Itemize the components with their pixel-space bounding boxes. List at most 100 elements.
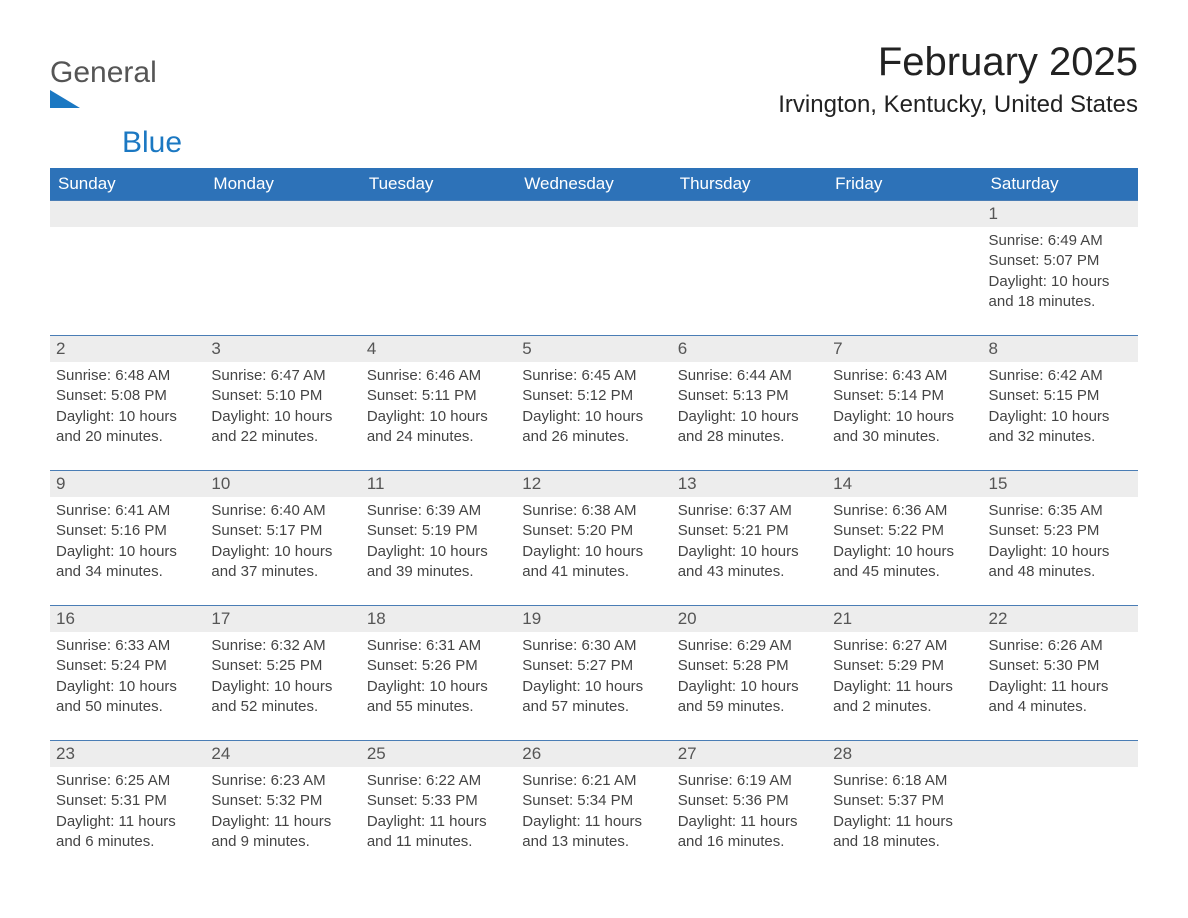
calendar-cell: 15Sunrise: 6:35 AMSunset: 5:23 PMDayligh… <box>983 471 1138 606</box>
day-body <box>672 227 827 237</box>
day-number: 1 <box>983 201 1138 227</box>
calendar-cell: 17Sunrise: 6:32 AMSunset: 5:25 PMDayligh… <box>205 606 360 741</box>
day-body: Sunrise: 6:27 AMSunset: 5:29 PMDaylight:… <box>827 632 982 723</box>
day-number: 19 <box>516 606 671 632</box>
day-number: 10 <box>205 471 360 497</box>
calendar-cell <box>827 201 982 336</box>
calendar-cell: 19Sunrise: 6:30 AMSunset: 5:27 PMDayligh… <box>516 606 671 741</box>
calendar-week-row: 23Sunrise: 6:25 AMSunset: 5:31 PMDayligh… <box>50 741 1138 876</box>
sunset-text: Sunset: 5:15 PM <box>989 386 1132 406</box>
day-body: Sunrise: 6:26 AMSunset: 5:30 PMDaylight:… <box>983 632 1138 723</box>
logo-flag-icon <box>50 90 80 108</box>
page: General Blue February 2025 Irvington, Ke… <box>0 0 1188 916</box>
sunrise-text: Sunrise: 6:40 AM <box>211 501 354 521</box>
sunset-text: Sunset: 5:12 PM <box>522 386 665 406</box>
daylight-text: Daylight: 10 hours and 48 minutes. <box>989 542 1132 583</box>
day-body: Sunrise: 6:22 AMSunset: 5:33 PMDaylight:… <box>361 767 516 858</box>
daylight-text: Daylight: 10 hours and 39 minutes. <box>367 542 510 583</box>
sunrise-text: Sunrise: 6:25 AM <box>56 771 199 791</box>
logo-text: General Blue <box>50 56 182 160</box>
calendar-cell <box>205 201 360 336</box>
daylight-text: Daylight: 10 hours and 28 minutes. <box>678 407 821 448</box>
calendar-cell <box>672 201 827 336</box>
calendar-cell: 12Sunrise: 6:38 AMSunset: 5:20 PMDayligh… <box>516 471 671 606</box>
sunrise-text: Sunrise: 6:47 AM <box>211 366 354 386</box>
day-body: Sunrise: 6:29 AMSunset: 5:28 PMDaylight:… <box>672 632 827 723</box>
day-number <box>50 201 205 227</box>
logo: General Blue <box>50 56 182 160</box>
location-subtitle: Irvington, Kentucky, United States <box>778 91 1138 119</box>
sunrise-text: Sunrise: 6:33 AM <box>56 636 199 656</box>
calendar-cell <box>50 201 205 336</box>
daylight-text: Daylight: 10 hours and 52 minutes. <box>211 677 354 718</box>
calendar-cell: 11Sunrise: 6:39 AMSunset: 5:19 PMDayligh… <box>361 471 516 606</box>
weekday-header: Wednesday <box>516 168 671 201</box>
day-body <box>516 227 671 237</box>
calendar-week-row: 1Sunrise: 6:49 AMSunset: 5:07 PMDaylight… <box>50 201 1138 336</box>
sunset-text: Sunset: 5:20 PM <box>522 521 665 541</box>
day-number: 13 <box>672 471 827 497</box>
calendar-cell <box>516 201 671 336</box>
sunset-text: Sunset: 5:23 PM <box>989 521 1132 541</box>
sunrise-text: Sunrise: 6:30 AM <box>522 636 665 656</box>
sunset-text: Sunset: 5:21 PM <box>678 521 821 541</box>
calendar-cell: 6Sunrise: 6:44 AMSunset: 5:13 PMDaylight… <box>672 336 827 471</box>
calendar-cell: 24Sunrise: 6:23 AMSunset: 5:32 PMDayligh… <box>205 741 360 876</box>
day-body: Sunrise: 6:19 AMSunset: 5:36 PMDaylight:… <box>672 767 827 858</box>
daylight-text: Daylight: 11 hours and 18 minutes. <box>833 812 976 853</box>
sunset-text: Sunset: 5:22 PM <box>833 521 976 541</box>
sunrise-text: Sunrise: 6:43 AM <box>833 366 976 386</box>
sunrise-text: Sunrise: 6:27 AM <box>833 636 976 656</box>
day-number: 6 <box>672 336 827 362</box>
day-body <box>205 227 360 237</box>
daylight-text: Daylight: 10 hours and 50 minutes. <box>56 677 199 718</box>
day-number <box>516 201 671 227</box>
day-number: 27 <box>672 741 827 767</box>
calendar-cell: 2Sunrise: 6:48 AMSunset: 5:08 PMDaylight… <box>50 336 205 471</box>
day-number <box>205 201 360 227</box>
day-body <box>827 227 982 237</box>
day-number: 23 <box>50 741 205 767</box>
calendar-cell: 13Sunrise: 6:37 AMSunset: 5:21 PMDayligh… <box>672 471 827 606</box>
sunset-text: Sunset: 5:30 PM <box>989 656 1132 676</box>
month-title: February 2025 <box>778 40 1138 85</box>
day-body: Sunrise: 6:42 AMSunset: 5:15 PMDaylight:… <box>983 362 1138 453</box>
calendar-cell: 7Sunrise: 6:43 AMSunset: 5:14 PMDaylight… <box>827 336 982 471</box>
day-number: 17 <box>205 606 360 632</box>
day-number: 11 <box>361 471 516 497</box>
day-body: Sunrise: 6:25 AMSunset: 5:31 PMDaylight:… <box>50 767 205 858</box>
day-body: Sunrise: 6:40 AMSunset: 5:17 PMDaylight:… <box>205 497 360 588</box>
day-body: Sunrise: 6:18 AMSunset: 5:37 PMDaylight:… <box>827 767 982 858</box>
day-body: Sunrise: 6:37 AMSunset: 5:21 PMDaylight:… <box>672 497 827 588</box>
day-body: Sunrise: 6:44 AMSunset: 5:13 PMDaylight:… <box>672 362 827 453</box>
sunrise-text: Sunrise: 6:45 AM <box>522 366 665 386</box>
day-body: Sunrise: 6:31 AMSunset: 5:26 PMDaylight:… <box>361 632 516 723</box>
day-body: Sunrise: 6:38 AMSunset: 5:20 PMDaylight:… <box>516 497 671 588</box>
daylight-text: Daylight: 11 hours and 6 minutes. <box>56 812 199 853</box>
daylight-text: Daylight: 10 hours and 59 minutes. <box>678 677 821 718</box>
calendar-cell: 28Sunrise: 6:18 AMSunset: 5:37 PMDayligh… <box>827 741 982 876</box>
weekday-header: Sunday <box>50 168 205 201</box>
logo-word-general: General <box>50 56 157 89</box>
daylight-text: Daylight: 10 hours and 34 minutes. <box>56 542 199 583</box>
sunrise-text: Sunrise: 6:41 AM <box>56 501 199 521</box>
daylight-text: Daylight: 10 hours and 37 minutes. <box>211 542 354 583</box>
sunrise-text: Sunrise: 6:22 AM <box>367 771 510 791</box>
calendar-cell: 20Sunrise: 6:29 AMSunset: 5:28 PMDayligh… <box>672 606 827 741</box>
calendar-cell: 14Sunrise: 6:36 AMSunset: 5:22 PMDayligh… <box>827 471 982 606</box>
day-body: Sunrise: 6:43 AMSunset: 5:14 PMDaylight:… <box>827 362 982 453</box>
daylight-text: Daylight: 11 hours and 11 minutes. <box>367 812 510 853</box>
daylight-text: Daylight: 10 hours and 18 minutes. <box>989 272 1132 313</box>
day-number: 26 <box>516 741 671 767</box>
sunrise-text: Sunrise: 6:42 AM <box>989 366 1132 386</box>
sunrise-text: Sunrise: 6:19 AM <box>678 771 821 791</box>
calendar-cell: 5Sunrise: 6:45 AMSunset: 5:12 PMDaylight… <box>516 336 671 471</box>
daylight-text: Daylight: 10 hours and 41 minutes. <box>522 542 665 583</box>
day-number: 25 <box>361 741 516 767</box>
sunrise-text: Sunrise: 6:49 AM <box>989 231 1132 251</box>
daylight-text: Daylight: 10 hours and 24 minutes. <box>367 407 510 448</box>
daylight-text: Daylight: 11 hours and 16 minutes. <box>678 812 821 853</box>
daylight-text: Daylight: 11 hours and 13 minutes. <box>522 812 665 853</box>
day-body: Sunrise: 6:45 AMSunset: 5:12 PMDaylight:… <box>516 362 671 453</box>
day-number <box>672 201 827 227</box>
